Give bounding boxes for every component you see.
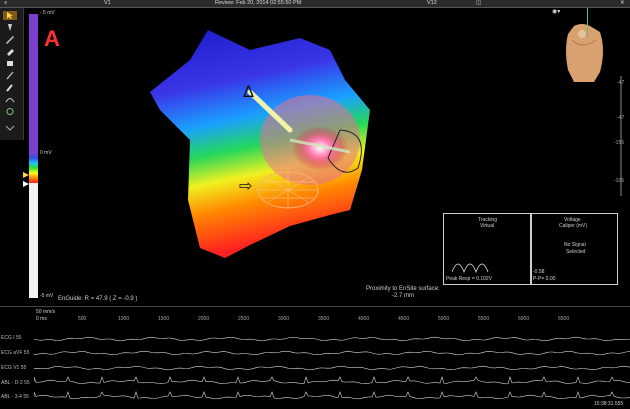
right-scale-label-2: -47 [617, 115, 625, 121]
right-scale-label-3: -155 [614, 140, 625, 146]
needle-icon [6, 71, 14, 80]
tracking-title: Tracking [478, 217, 497, 223]
tracking-subtitle: Virtual [480, 223, 495, 229]
review-timestamp: Review: Feb 20, 2014 02:55:50 PM [215, 0, 302, 6]
triangle-marker-icon: Δ [243, 82, 254, 101]
ruler-tick: 1000 [118, 316, 130, 322]
voltage-panel: Voltage Caliper (mV) No Signal Selected … [530, 213, 618, 285]
ecg-panel [0, 306, 630, 409]
colorbar-upper [29, 14, 38, 154]
spline-tool-button[interactable] [3, 95, 17, 104]
ecg-timestamp: 15:38:31.555 [594, 401, 624, 407]
right-scale-label-1: -47 [617, 80, 625, 86]
title-bar: ≡ V1 Review: Feb 20, 2014 02:55:50 PM V1… [0, 0, 630, 8]
arrow-marker-icon: ⇨ [239, 176, 253, 195]
pencil-tool-button[interactable] [3, 35, 17, 44]
view-right-label: V12 [427, 0, 437, 6]
ruler-tick: 6500 [558, 316, 570, 322]
ablation-outline [327, 129, 362, 173]
colorbar-bottom-label: -5 mV [40, 293, 54, 299]
expand-tool-button[interactable] [3, 124, 17, 133]
select-tool-button[interactable] [3, 11, 17, 20]
label-tool-button[interactable] [3, 59, 17, 68]
pencil-icon [6, 36, 14, 44]
lead-label-3: ECG V1 55 [1, 365, 27, 371]
3d-voltage-map[interactable] [130, 20, 410, 270]
ecg-trace [34, 391, 630, 400]
tracking-waveform [452, 263, 489, 274]
voltage-selected: Selected [566, 249, 586, 255]
ruler-tick: 5000 [438, 316, 450, 322]
colorbar-gradient [29, 153, 38, 183]
settings-tool-button[interactable] [3, 107, 17, 116]
enguide-readout: EnGuide: R = 47.9 ( Z = -0.9 ) [58, 296, 138, 302]
close-icon[interactable]: ✕ [620, 0, 625, 6]
orientation-axis-line [587, 8, 588, 38]
torso-orientation-icon[interactable] [560, 20, 610, 86]
ruler-tick: 5500 [478, 316, 490, 322]
voltage-value-1: -0.58 [533, 269, 545, 275]
ruler-start: 0 ms [36, 316, 47, 322]
sweep-speed[interactable]: 50 mm/s [36, 309, 56, 315]
ecg-trace [34, 365, 630, 371]
catheter-icon [6, 84, 13, 92]
pin-icon [8, 24, 12, 31]
split-view-icon[interactable]: ◫ [476, 0, 482, 6]
ruler-tick: 6000 [518, 316, 530, 322]
ruler-tick: 4000 [358, 316, 370, 322]
tag-icon [7, 61, 13, 66]
colorbar-top-label: -.5 mV [40, 10, 55, 16]
chamber-surface [150, 30, 370, 258]
ruler-tick: 3000 [278, 316, 290, 322]
ruler-tick: 1500 [158, 316, 170, 322]
tracking-panel: Tracking Virtual Peak Resp = 0.102V [443, 213, 532, 285]
lead-label-4: ABL - D-2 55 [1, 380, 30, 386]
ruler-tick: 2500 [238, 316, 250, 322]
ruler-tick: 500 [78, 316, 87, 322]
ecg-trace [34, 350, 630, 356]
lead-label-5: ABL - 3-4 55 [1, 394, 29, 400]
lead-label-1: ECG I 55 [1, 335, 22, 341]
view-left-label: V1 [104, 0, 111, 6]
ecg-trace [34, 336, 630, 342]
marker-icon [7, 49, 14, 56]
ruler-tick: 3500 [318, 316, 330, 322]
proximity-value: -2.7 mm [392, 293, 415, 299]
ecg-trace [34, 376, 630, 385]
lead-label-2: ECG aVF 55 [1, 350, 30, 356]
tracking-footer: Peak Resp = 0.102V [446, 276, 493, 282]
voltage-no-signal: No Signal [564, 242, 586, 248]
catheter-tip [289, 138, 351, 154]
chevron-down-icon [5, 125, 15, 131]
pointer-icon [7, 12, 13, 19]
colorbar-low-label: 0 mV [40, 150, 52, 156]
voltage-title: Voltage [564, 217, 581, 223]
catheter-shaft [247, 89, 293, 133]
probe-icon [5, 98, 15, 103]
colorbar-handle-icon[interactable] [22, 170, 34, 190]
balloon-mesh [258, 172, 318, 208]
voltage-subtitle: Caliper (mV) [559, 223, 588, 229]
right-scale-track[interactable] [620, 76, 622, 196]
toolbar-menu-icon[interactable]: ≡ [4, 0, 8, 6]
left-toolbar [0, 8, 24, 140]
proximity-title: Proximity to EnSite surface: [366, 286, 440, 292]
hotspot-region [292, 126, 348, 170]
gear-icon [6, 108, 14, 115]
ablation-tool-button[interactable] [3, 83, 17, 92]
voltage-value-2: P-P= 0.00 [533, 276, 556, 282]
measure-tool-button[interactable] [3, 71, 17, 80]
ruler-tick: 4500 [398, 316, 410, 322]
ruler-tick: 2000 [198, 316, 210, 322]
eye-visibility-icon[interactable]: ◉▾ [552, 9, 561, 15]
colorbar-lower [29, 183, 38, 298]
ecg-traces [34, 336, 630, 400]
right-scale-label-4: -105 [614, 178, 625, 184]
pin-tool-button[interactable] [3, 23, 17, 32]
figure-letter: A [44, 26, 60, 51]
marker-tool-button[interactable] [3, 47, 17, 56]
